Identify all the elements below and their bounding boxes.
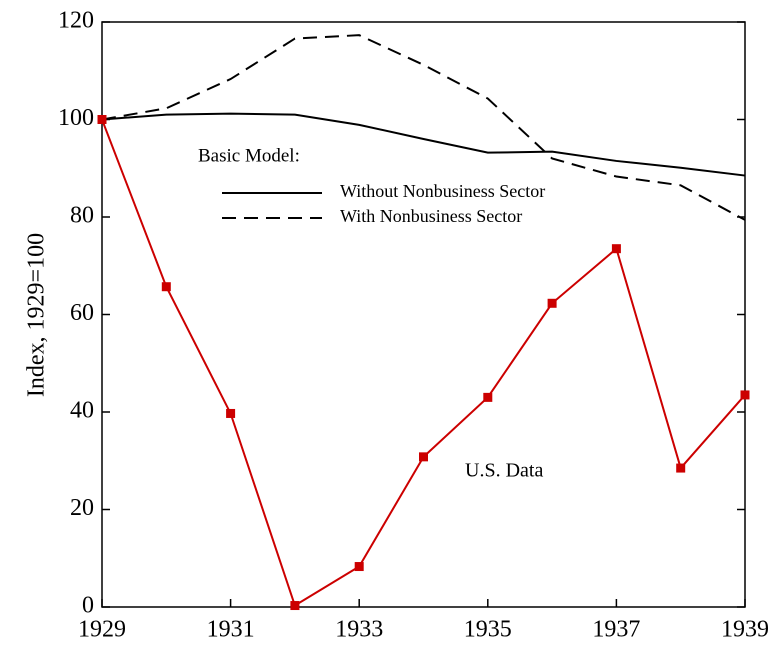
y-tick-label: 120 [58, 8, 94, 34]
x-tick-label: 1937 [592, 617, 640, 643]
y-tick-label: 60 [70, 300, 94, 326]
y-tick-label: 0 [82, 593, 94, 619]
x-tick-label: 1933 [335, 617, 383, 643]
x-tick-label: 1939 [721, 617, 769, 643]
x-tick-label: 1931 [207, 617, 255, 643]
y-tick-label: 100 [58, 105, 94, 131]
plot-frame [101, 21, 746, 608]
point [419, 452, 428, 462]
series-label: U.S. Data [465, 460, 543, 482]
series-line [101, 34, 746, 221]
point [226, 408, 236, 418]
series-line [101, 112, 746, 177]
point [611, 244, 621, 254]
legend-label: Without Nonbusiness Sector [340, 181, 545, 201]
point [290, 601, 300, 611]
legend-label: With Nonbusiness Sector [340, 206, 522, 226]
point [161, 282, 171, 292]
x-tick-label: 1929 [78, 617, 126, 643]
point [97, 115, 107, 124]
y-axis-label: Index, 1929=100 [24, 233, 50, 397]
point [676, 463, 686, 473]
x-tick-label: 1935 [464, 617, 512, 643]
y-tick-label: 80 [70, 203, 94, 229]
legend-title: Basic Model: [198, 145, 300, 166]
y-tick-label: 20 [70, 495, 94, 521]
point [354, 562, 364, 572]
point [483, 392, 493, 402]
y-tick-label: 40 [70, 398, 94, 424]
point [547, 298, 557, 308]
point [740, 390, 750, 400]
